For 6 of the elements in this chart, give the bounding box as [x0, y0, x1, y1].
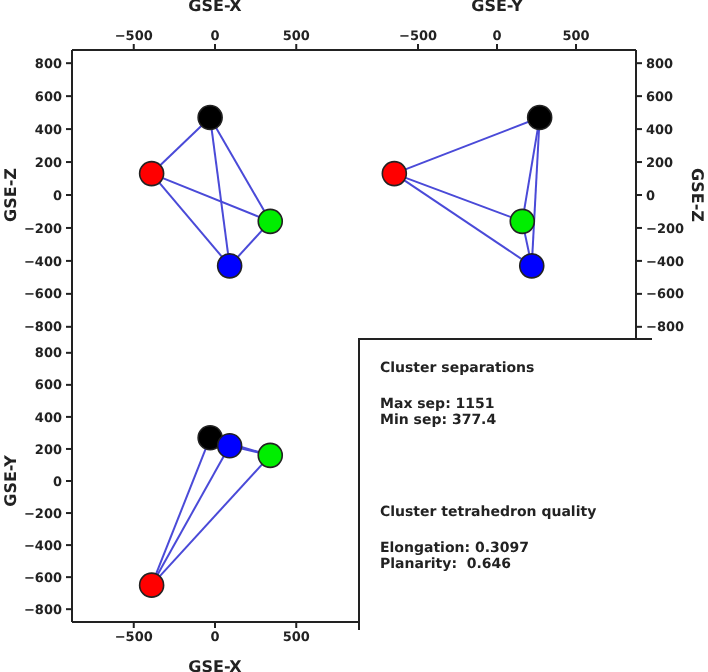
- y-axis-title: GSE-Z: [688, 168, 707, 223]
- x-axis-title: GSE-X: [188, 658, 244, 672]
- x-axis-title: GSE-Y: [471, 0, 524, 16]
- x-axis-title: GSE-X: [188, 0, 244, 16]
- y-axis-title: GSE-Z: [1, 167, 20, 222]
- y-axis-title: GSE-Y: [1, 454, 20, 507]
